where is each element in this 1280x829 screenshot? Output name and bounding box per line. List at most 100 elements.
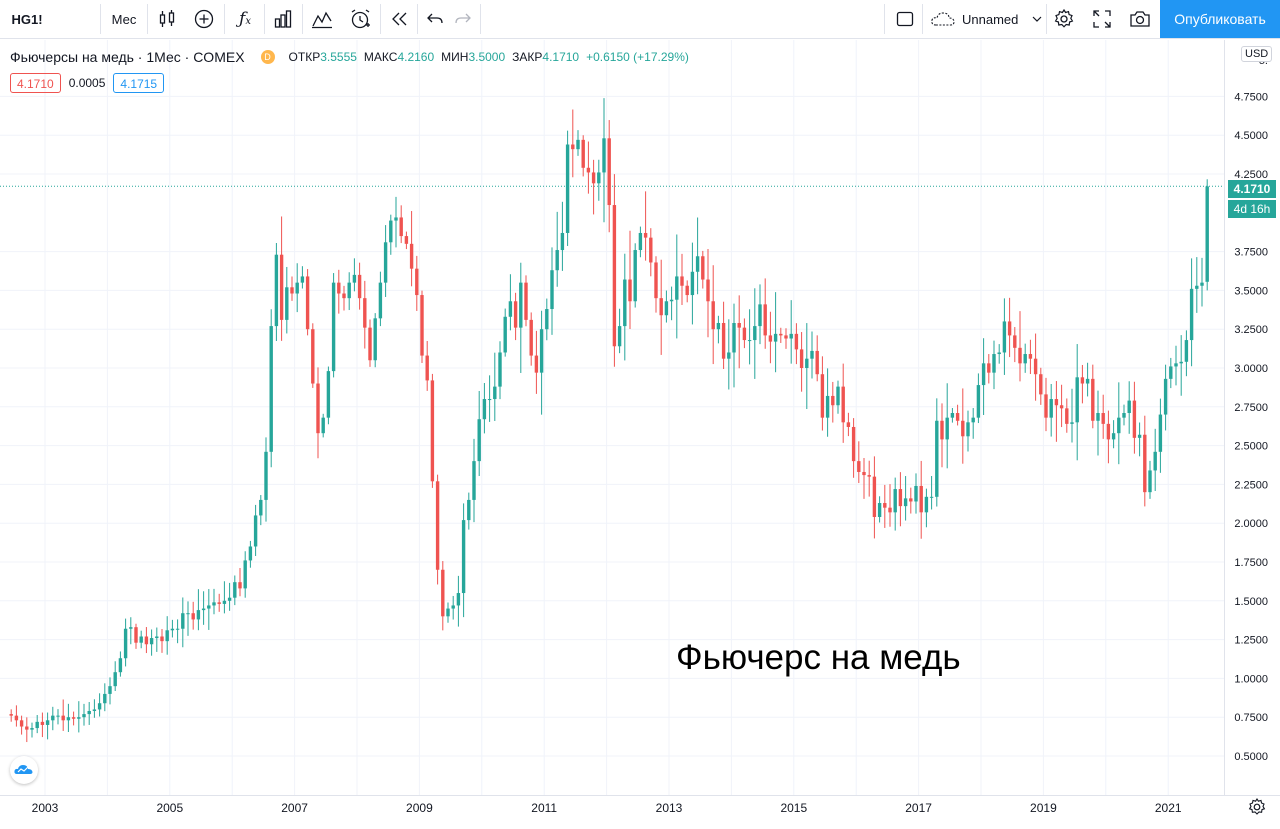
price-tick-label: 0.7500 [1234, 712, 1268, 724]
candle-body [201, 608, 206, 611]
symbol-search-button[interactable]: HG1! [11, 11, 43, 27]
candle-body [1184, 340, 1189, 362]
time-axis[interactable]: 2003 2005 2007 2009 2011 2013 2015 2017 2019 2021 [0, 795, 1280, 829]
alert-button[interactable] [342, 0, 378, 38]
candle-body [264, 451, 268, 500]
candle-body [768, 335, 773, 342]
price-tick-label: 4.7500 [1234, 91, 1268, 103]
candle-body [1153, 451, 1157, 471]
legend-line: Фьючерсы на медь · 1Мес · COMEX D ОТКР 3.… [10, 48, 689, 66]
settings-button[interactable] [1048, 0, 1080, 38]
publish-button[interactable]: Опубликовать [1160, 0, 1280, 38]
templates-button[interactable] [305, 0, 339, 38]
candle-body [1018, 347, 1022, 364]
candle-body [30, 728, 34, 730]
candle-body [305, 276, 310, 330]
axis-settings-icon[interactable] [1246, 796, 1268, 818]
candle-body [1137, 434, 1142, 438]
candle-body [695, 256, 700, 272]
fullscreen-button[interactable] [1085, 0, 1119, 38]
buy-price-box[interactable]: 4.1715 [113, 73, 165, 93]
alert-icon [351, 9, 370, 29]
candle-body [207, 605, 211, 609]
candle-body [867, 475, 871, 477]
fullscreen-box-button[interactable] [888, 0, 922, 38]
candle-body [602, 138, 606, 173]
undo-button[interactable] [420, 0, 450, 38]
sell-price-box[interactable]: 4.1710 [10, 73, 61, 93]
candle-body [560, 232, 565, 251]
layout-name-button[interactable]: Unnamed [924, 0, 1044, 38]
add-symbol-icon [194, 9, 214, 29]
candle-body [529, 319, 533, 356]
toolbar-divider [480, 4, 481, 34]
candle-body [1117, 417, 1121, 434]
fullscreen-box-icon [896, 11, 914, 27]
candle-body [92, 709, 97, 711]
price-axis[interactable]: 0.5000 0.7500 1.0000 1.2500 1.5000 1.7500 2.00… [1224, 40, 1280, 829]
indicators-button[interactable]: ƒx [228, 0, 262, 38]
candle-body [966, 422, 970, 437]
camera-icon [1130, 11, 1150, 27]
candle-body [1122, 413, 1126, 418]
candle-body [45, 720, 50, 725]
candle-body [1044, 394, 1048, 418]
interval-button[interactable]: Мес [111, 11, 137, 27]
candle-body [66, 717, 71, 721]
candle-body [1127, 400, 1131, 414]
candle-body [992, 354, 996, 373]
candle-body [1096, 413, 1100, 421]
candle-body [690, 271, 695, 296]
time-tick-label: 2015 [780, 801, 807, 815]
price-chart[interactable]: 0.5000 0.7500 1.0000 1.2500 1.5000 1.7500 2.00… [0, 40, 1280, 829]
toolbar-divider [1046, 4, 1047, 34]
replay-button[interactable] [383, 0, 415, 38]
candle-body [675, 276, 679, 300]
candle-body [836, 386, 840, 406]
redo-button[interactable] [448, 0, 478, 38]
candle-body [446, 608, 450, 617]
candle-body [222, 600, 227, 604]
legend-close-value: 4.1710 [542, 50, 580, 64]
candle-body [758, 304, 762, 327]
candle-body [415, 268, 419, 296]
candle-body [108, 686, 112, 694]
candle-body [1091, 378, 1095, 421]
candle-body [456, 593, 461, 606]
candle-body [846, 422, 851, 427]
candle-body [576, 139, 580, 150]
currency-label[interactable]: USD [1241, 46, 1273, 62]
candle-body [357, 274, 362, 299]
candle-body [165, 630, 169, 642]
candle-body [649, 237, 653, 263]
toolbar-divider [302, 4, 303, 34]
legend-close-label: ЗАКР [512, 50, 543, 64]
candle-body [914, 485, 918, 502]
candle-body [950, 413, 955, 418]
screenshot-button[interactable] [1122, 0, 1158, 38]
delayed-data-badge[interactable]: D [260, 50, 275, 64]
candle-body [175, 628, 180, 630]
candle-body [1174, 363, 1178, 367]
financials-button[interactable] [267, 0, 299, 38]
candle-body [347, 282, 351, 299]
candle-body [212, 602, 216, 606]
top-toolbar: HG1! Мес ƒx Unnamed [0, 0, 1280, 39]
tradingview-logo[interactable] [10, 756, 38, 784]
price-tick-label: 0.5000 [1234, 751, 1268, 763]
candle-body [1070, 422, 1074, 424]
candle-body [186, 613, 190, 615]
legend-title[interactable]: Фьючерсы на медь · 1Мес · COMEX [10, 49, 245, 65]
time-axis-panel [0, 795, 1280, 829]
candle-body [404, 236, 409, 244]
candle-body [955, 413, 960, 421]
candle-body [493, 386, 497, 400]
candle-body [872, 476, 877, 517]
price-tick-label: 2.7500 [1234, 402, 1268, 414]
candle-body [139, 636, 143, 643]
candle-body [155, 636, 159, 639]
chart-style-button[interactable] [150, 0, 184, 38]
compare-button[interactable] [187, 0, 221, 38]
candle-body [940, 420, 944, 440]
candle-body [1023, 354, 1027, 364]
